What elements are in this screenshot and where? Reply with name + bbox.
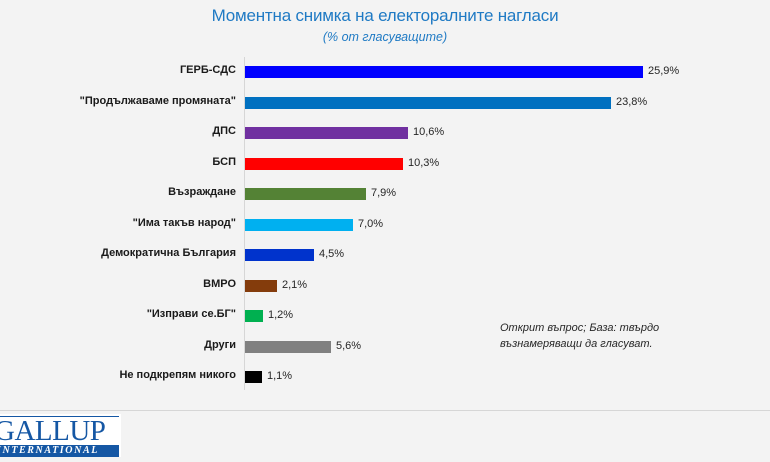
bar-row: Демократична България 4,5% xyxy=(0,245,770,265)
footer-divider xyxy=(0,410,770,411)
value-label: 2,1% xyxy=(282,278,308,291)
category-label: Възраждане xyxy=(168,186,236,198)
bar-row: ВМРО 2,1% xyxy=(0,276,770,296)
category-label: БСП xyxy=(212,155,236,168)
bar xyxy=(245,279,277,292)
bar-row: Други 5,6% xyxy=(0,337,770,357)
chart-subtitle: (% от гласуващите) xyxy=(322,30,448,44)
bar xyxy=(245,340,331,353)
value-label: 25,9% xyxy=(648,65,680,77)
category-label: ГЕРБ-СДС xyxy=(179,64,236,76)
value-label: 7,9% xyxy=(371,187,397,199)
gallup-international-logo: GALLUP INTERNATIONAL xyxy=(0,414,121,457)
bar-row: ДПС 10,6% xyxy=(0,123,770,143)
value-label: 10,6% xyxy=(413,126,445,138)
category-label: Други xyxy=(204,338,236,351)
category-label: "Има такъв народ" xyxy=(132,216,236,229)
category-label: "Изправи се.БГ" xyxy=(146,308,236,320)
logo-band: INTERNATIONAL xyxy=(0,445,119,457)
bar-row: БСП 10,3% xyxy=(0,154,770,174)
bar xyxy=(245,157,403,170)
bar xyxy=(245,218,353,231)
bar-row: "Изправи се.БГ" 1,2% xyxy=(0,306,770,326)
bar xyxy=(245,96,611,109)
category-axis-line xyxy=(244,57,245,390)
value-label: 1,1% xyxy=(267,370,293,382)
bar-row: "Има такъв народ" 7,0% xyxy=(0,215,770,235)
bar-row: Възраждане 7,9% xyxy=(0,184,770,204)
value-label: 10,3% xyxy=(408,156,440,169)
value-label: 1,2% xyxy=(268,309,294,321)
footnote: Открит въпрос; База: твърдо възнамеряващ… xyxy=(500,322,660,350)
value-label: 4,5% xyxy=(319,248,345,260)
bar xyxy=(245,127,408,139)
category-label: ВМРО xyxy=(203,277,236,290)
bar-row: "Продължаваме промяната" 23,8% xyxy=(0,93,770,113)
logo-wordmark: GALLUP xyxy=(0,415,106,447)
value-label: 23,8% xyxy=(616,95,648,108)
value-label: 5,6% xyxy=(336,339,362,352)
value-label: 7,0% xyxy=(358,217,384,230)
bar xyxy=(245,66,643,78)
category-label: Демократична България xyxy=(101,247,236,259)
bar-row: ГЕРБ-СДС 25,9% xyxy=(0,62,770,82)
bar xyxy=(245,310,263,322)
category-label: Не подкрепям никого xyxy=(119,369,236,381)
chart-title: Моментна снимка на електоралните нагласи xyxy=(211,6,559,25)
bar-row: Не подкрепям никого 1,1% xyxy=(0,367,770,387)
category-label: ДПС xyxy=(212,125,236,137)
bar xyxy=(245,371,262,383)
bar xyxy=(245,249,314,261)
logo-subtext: INTERNATIONAL xyxy=(0,445,99,456)
bar xyxy=(245,188,366,200)
category-label: "Продължаваме промяната" xyxy=(79,94,236,107)
logo-top-line xyxy=(0,416,119,417)
